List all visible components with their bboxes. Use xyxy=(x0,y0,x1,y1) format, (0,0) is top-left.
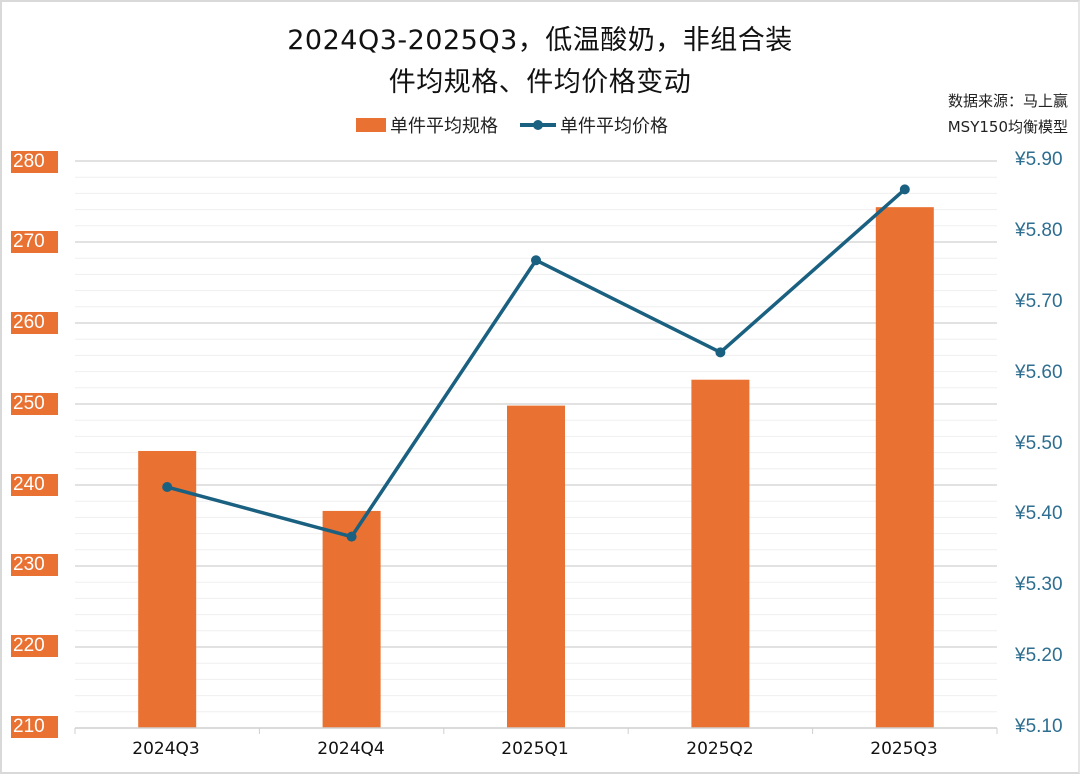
right-axis-tick: ¥5.40 xyxy=(1015,503,1063,524)
left-axis-tick: 210 xyxy=(11,716,58,738)
line-legend-marker-icon xyxy=(520,118,556,132)
line-point-marker xyxy=(346,531,357,542)
left-axis-tick: 250 xyxy=(11,393,58,415)
x-axis-tick: 2025Q3 xyxy=(870,739,938,759)
right-axis-tick: ¥5.60 xyxy=(1015,362,1063,383)
right-axis-tick: ¥5.90 xyxy=(1015,149,1063,170)
x-axis-tick: 2025Q1 xyxy=(501,739,569,759)
right-axis-tick: ¥5.50 xyxy=(1015,433,1063,454)
left-axis-tick: 220 xyxy=(11,635,58,657)
left-axis-tick: 270 xyxy=(11,231,58,253)
line-point-marker xyxy=(162,482,173,493)
left-axis-tick: 260 xyxy=(11,312,58,334)
legend-bar-label: 单件平均规格 xyxy=(390,116,498,137)
line-point-marker xyxy=(899,184,910,195)
right-axis-tick: ¥5.30 xyxy=(1015,574,1063,595)
bar-series xyxy=(138,207,934,729)
line-series xyxy=(162,184,910,542)
left-axis-tick: 240 xyxy=(11,474,58,496)
legend: 单件平均规格 单件平均价格 xyxy=(356,112,668,138)
bar-legend-swatch-icon xyxy=(356,118,386,132)
right-axis-tick: ¥5.20 xyxy=(1015,645,1063,666)
bar xyxy=(507,405,565,728)
line-point-marker xyxy=(531,255,541,266)
bar xyxy=(138,450,197,728)
bar xyxy=(691,379,750,728)
right-axis-tick: ¥5.70 xyxy=(1015,291,1063,312)
right-axis-tick: ¥5.80 xyxy=(1015,220,1063,241)
x-axis-tick: 2025Q2 xyxy=(686,739,754,759)
chart-title-line1: 2024Q3-2025Q3，低温酸奶，非组合装 xyxy=(287,25,793,56)
line-point-marker xyxy=(715,347,726,358)
left-axis-tick: 230 xyxy=(11,554,58,576)
x-axis-tick: 2024Q3 xyxy=(132,739,200,759)
legend-line-label: 单件平均价格 xyxy=(560,116,668,137)
bar xyxy=(322,510,381,728)
source-note-line1: 数据来源：马上赢 xyxy=(947,92,1068,110)
x-axis-line xyxy=(74,727,998,734)
x-axis-tick: 2024Q4 xyxy=(317,739,385,759)
right-axis-tick: ¥5.10 xyxy=(1015,716,1063,737)
bar xyxy=(875,207,934,729)
chart-title-line2: 件均规格、件均价格变动 xyxy=(388,67,692,98)
left-axis-tick: 280 xyxy=(11,151,58,173)
source-note-line2: MSY150均衡模型 xyxy=(947,118,1068,136)
